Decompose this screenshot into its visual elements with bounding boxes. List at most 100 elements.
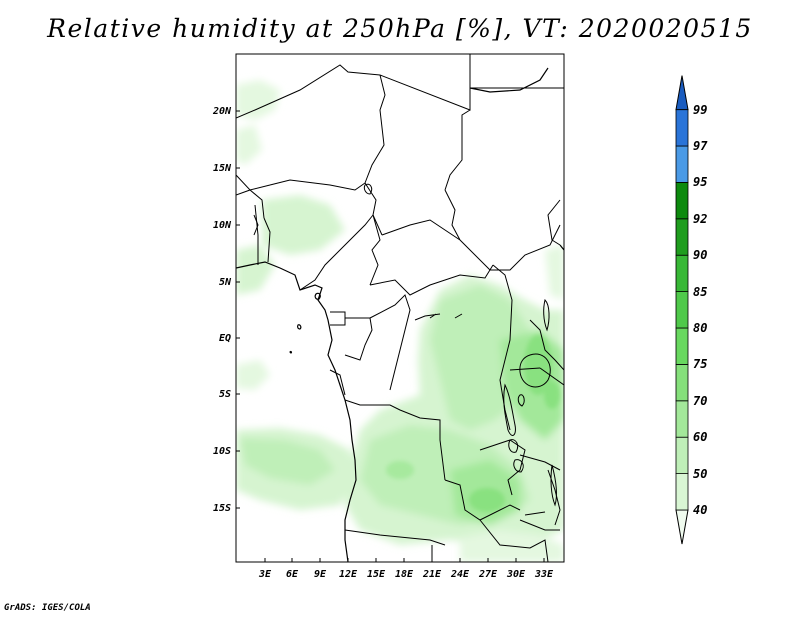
border-libya-sudan bbox=[444, 109, 471, 191]
humidity-region-atlantic-core bbox=[240, 438, 335, 485]
humidity-spot-kenya bbox=[544, 381, 560, 409]
colorbar-labels: 40 50 60 70 75 80 85 90 92 95 97 99 bbox=[693, 103, 708, 517]
border-cabinda bbox=[329, 369, 346, 396]
lon-label-18e: 18E bbox=[395, 569, 414, 580]
colorbar-label-40: 40 bbox=[693, 503, 707, 517]
border-libya-chad bbox=[379, 54, 471, 111]
coast-west-africa bbox=[236, 261, 357, 562]
lat-axis: 20N 15N 10N 5N EQ 5S 10S 15S bbox=[212, 106, 240, 514]
lat-label-5n: 5N bbox=[219, 277, 232, 288]
border-algeria-niger bbox=[236, 64, 381, 119]
lon-label-33e: 33E bbox=[534, 569, 554, 580]
colorbar-label-60: 60 bbox=[693, 430, 707, 444]
border-uganda-tanzania bbox=[509, 367, 541, 371]
border-drc-zambia bbox=[479, 439, 526, 496]
lake-kariba bbox=[524, 511, 546, 516]
map-frame bbox=[235, 53, 565, 563]
border-niger-chad bbox=[364, 182, 383, 236]
border-benin bbox=[263, 217, 271, 263]
colorbar-segment-90 bbox=[675, 218, 689, 256]
colorbar-segment-92 bbox=[675, 181, 689, 220]
colorbar-segment-40 bbox=[675, 473, 689, 511]
border-car-south bbox=[369, 264, 494, 296]
border-zimbabwe bbox=[479, 519, 549, 562]
border-nigeria-cameroon bbox=[299, 214, 374, 291]
colorbar-label-97: 97 bbox=[693, 139, 708, 153]
colorbar-label-99: 99 bbox=[693, 103, 707, 117]
colorbar-segment-above-99 bbox=[675, 75, 689, 111]
lake-chad bbox=[363, 183, 373, 195]
coast-east-africa bbox=[559, 244, 564, 251]
colorbar-label-90: 90 bbox=[693, 248, 707, 262]
lake-kivu bbox=[517, 394, 525, 407]
lake-victoria bbox=[519, 353, 551, 388]
lat-label-20n: 20N bbox=[212, 106, 232, 117]
lon-label-3e: 3E bbox=[258, 569, 272, 580]
map-title: Relative humidity at 250hPa [%], VT: 202… bbox=[47, 14, 753, 43]
humidity-spot-angola bbox=[386, 461, 414, 479]
humidity-field bbox=[236, 80, 564, 562]
colorbar-segment-60 bbox=[675, 400, 689, 438]
humidity-region-gulf-coast bbox=[236, 245, 275, 295]
border-sudan-southsudan bbox=[459, 224, 561, 271]
border-sudan-ethiopia bbox=[547, 199, 561, 246]
border-angola-zambia bbox=[444, 479, 521, 521]
lon-label-27e: 27E bbox=[478, 569, 498, 580]
lat-label-10n: 10N bbox=[213, 220, 232, 231]
lon-label-12e: 12E bbox=[339, 569, 358, 580]
border-drc-angola bbox=[344, 399, 446, 481]
border-congo-drc bbox=[369, 294, 411, 391]
colorbar-segment-95 bbox=[675, 145, 689, 183]
colorbar-label-92: 92 bbox=[693, 212, 707, 226]
humidity-region-nigeria bbox=[262, 195, 345, 255]
colorbar-segment-85 bbox=[675, 254, 689, 292]
border-cameroon-chad bbox=[369, 214, 381, 286]
border-burkina bbox=[236, 189, 265, 219]
colorbar-label-50: 50 bbox=[693, 467, 707, 481]
island-sao-tome bbox=[297, 324, 302, 330]
humidity-region-southwest bbox=[236, 360, 270, 390]
lon-axis: 3E 6E 9E 12E 15E 18E 21E 24E 27E 30E 33E bbox=[258, 558, 554, 580]
island-annobon bbox=[289, 350, 293, 354]
humidity-region-east-edge bbox=[545, 245, 564, 300]
lon-label-9e: 9E bbox=[314, 569, 327, 580]
lat-label-eq: EQ bbox=[219, 333, 231, 344]
border-angola-namibia bbox=[344, 529, 446, 546]
lon-label-21e: 21E bbox=[422, 569, 442, 580]
border-gabon-congo bbox=[344, 317, 373, 361]
lat-label-15n: 15N bbox=[213, 163, 232, 174]
colorbar-segment-97 bbox=[675, 109, 689, 147]
colorbar-label-85: 85 bbox=[693, 285, 707, 299]
lon-label-30e: 30E bbox=[506, 569, 526, 580]
border-malawi bbox=[547, 469, 561, 526]
lon-label-24e: 24E bbox=[450, 569, 470, 580]
lat-label-5s: 5S bbox=[219, 389, 231, 400]
colorbar-segment-50 bbox=[675, 436, 689, 475]
border-libya-niger bbox=[364, 74, 386, 184]
colorbar-label-70: 70 bbox=[693, 394, 707, 408]
grads-credit: GrADS: IGES/COLA bbox=[4, 603, 91, 613]
lake-tanganyika bbox=[503, 383, 516, 436]
border-tanzania-zambia bbox=[519, 454, 561, 471]
lon-label-15e: 15E bbox=[367, 569, 386, 580]
border-chad-car bbox=[381, 219, 461, 241]
colorbar-label-75: 75 bbox=[693, 357, 707, 371]
lake-malawi bbox=[550, 464, 557, 507]
colorbar-segment-80 bbox=[675, 291, 689, 329]
lake-turkana bbox=[543, 299, 550, 332]
lat-label-15s: 15S bbox=[213, 503, 231, 514]
border-mali-niger bbox=[236, 174, 271, 191]
lon-label-6e: 6E bbox=[286, 569, 299, 580]
lake-volta bbox=[253, 214, 259, 236]
island-bioko bbox=[314, 292, 321, 300]
colorbar-segment-below-40 bbox=[675, 509, 689, 545]
border-uganda-kenya bbox=[529, 319, 564, 371]
border-niger-nigeria bbox=[269, 179, 366, 191]
humidity-spot-zambezi bbox=[469, 488, 505, 512]
coast-red-sea bbox=[469, 67, 549, 93]
border-cameroon-congo bbox=[330, 311, 346, 326]
colorbar-label-80: 80 bbox=[693, 321, 707, 335]
colorbar bbox=[675, 75, 689, 545]
lake-mweru bbox=[508, 439, 519, 453]
